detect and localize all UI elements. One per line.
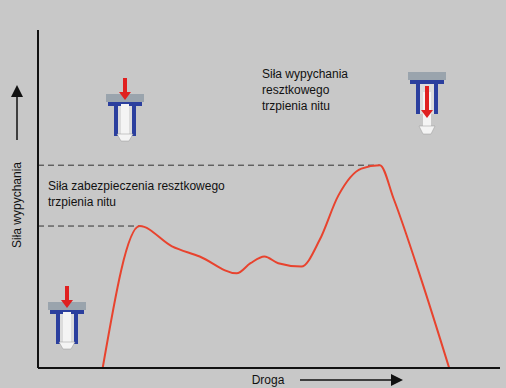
svg-text:Siła zabezpieczenia resztkoweg: Siła zabezpieczenia resztkowegotrzpienia… — [48, 179, 225, 209]
svg-text:Siła wypychania: Siła wypychania — [10, 162, 24, 248]
svg-text:Droga: Droga — [252, 373, 285, 387]
svg-text:Siła wypychaniaresztkowegotrzp: Siła wypychaniaresztkowegotrzpienia nitu — [262, 67, 348, 113]
